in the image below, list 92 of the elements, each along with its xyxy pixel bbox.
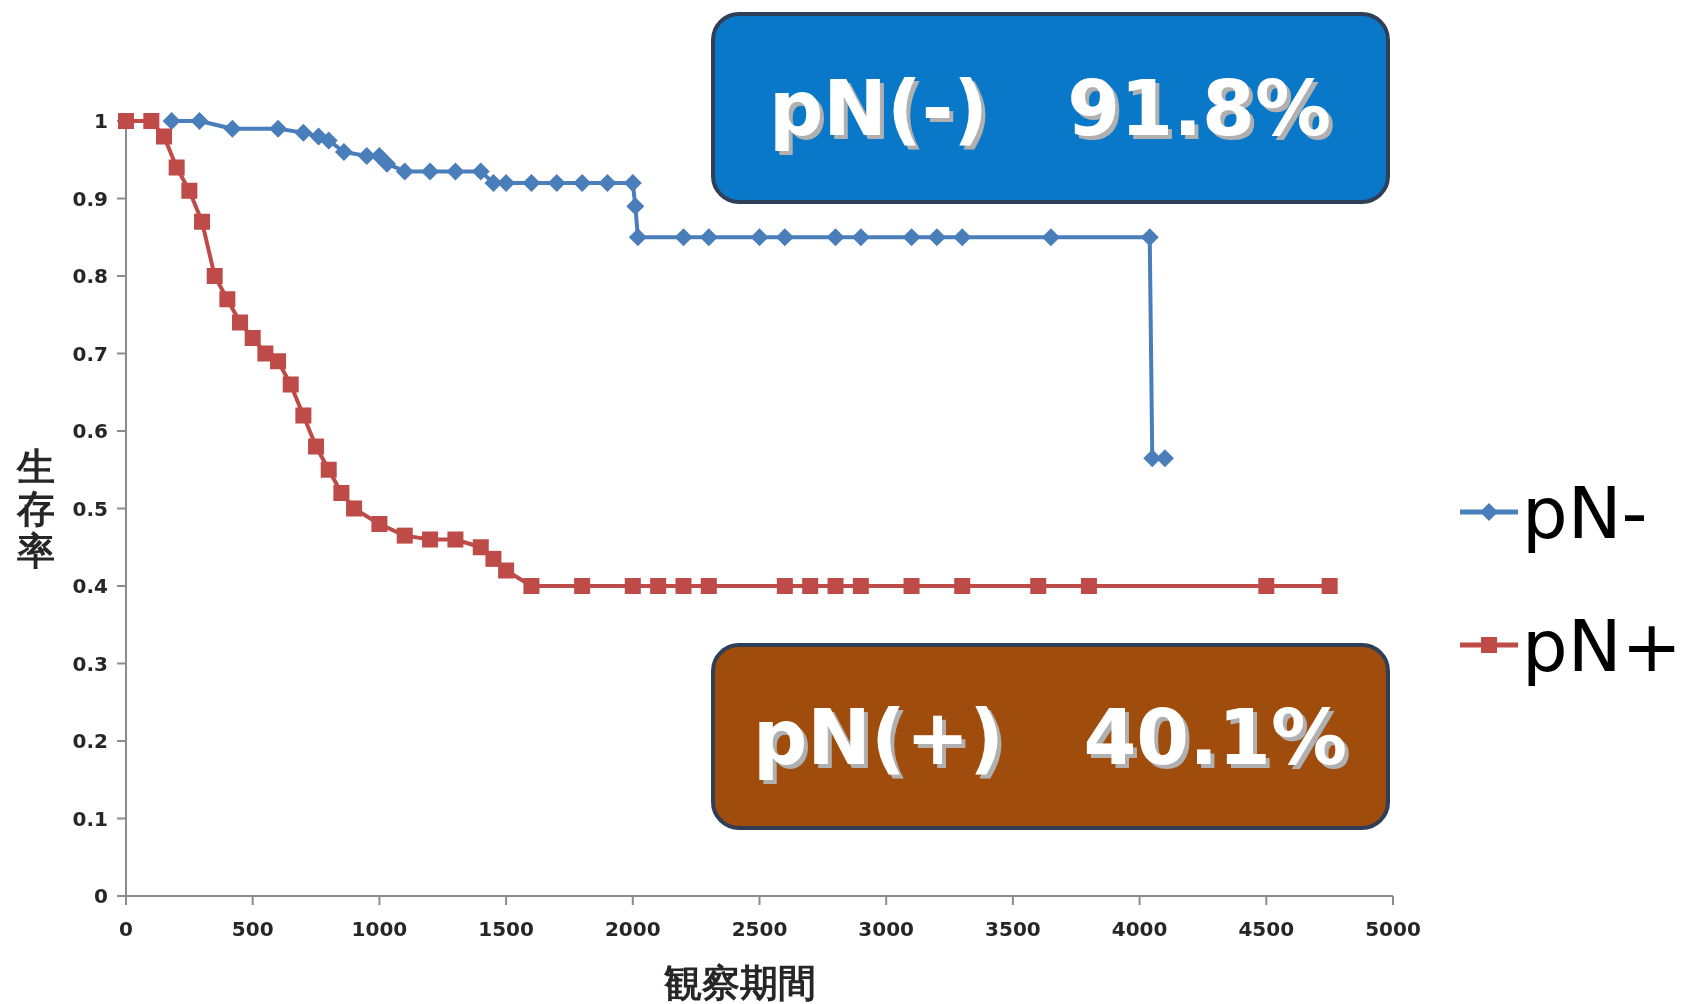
point (485, 550, 502, 567)
legend-label: pN- (1522, 471, 1648, 555)
point (750, 228, 769, 247)
point (334, 143, 353, 161)
point (954, 578, 971, 594)
point (1321, 578, 1338, 594)
point (422, 531, 439, 548)
point (471, 162, 490, 181)
point (498, 562, 515, 579)
point (1140, 228, 1159, 247)
point (333, 485, 350, 501)
y-tick-label: 0.4 (72, 574, 108, 598)
point (162, 112, 181, 130)
point (826, 228, 845, 247)
y-tick-label: 0.2 (72, 729, 108, 753)
point (574, 578, 591, 594)
y-tick-label: 0.1 (72, 806, 108, 831)
point (776, 578, 793, 594)
point (522, 174, 541, 192)
point (320, 461, 337, 478)
y-tick-label: 0.6 (72, 419, 108, 443)
point (699, 228, 718, 247)
point (902, 228, 921, 247)
point (675, 578, 692, 594)
point (421, 162, 440, 181)
point (775, 228, 794, 247)
point (395, 162, 414, 181)
x-tick-label: 500 (231, 917, 274, 941)
point (598, 174, 617, 192)
x-axis-title: 観察期間 (662, 961, 816, 1004)
point (650, 578, 667, 594)
point (1030, 578, 1047, 594)
point (700, 578, 717, 594)
point (371, 516, 388, 532)
point (156, 128, 173, 145)
point (190, 112, 209, 130)
point (628, 228, 647, 247)
point (270, 353, 287, 370)
point (346, 500, 363, 517)
point (802, 578, 819, 594)
y-tick-label: 0.7 (72, 341, 108, 366)
y-tick-label: 0.9 (72, 186, 108, 211)
y-tick-label: 0 (94, 884, 108, 908)
x-tick-label: 0 (119, 917, 133, 941)
y-tick-label: 0.3 (72, 651, 108, 676)
point (206, 268, 223, 284)
point (1258, 578, 1275, 594)
point (903, 578, 920, 594)
x-tick-label: 3000 (858, 917, 915, 941)
y-tick-label: 0.5 (72, 496, 108, 521)
point (194, 213, 211, 230)
x-tick-label: 4000 (1111, 917, 1168, 941)
point (1041, 228, 1060, 247)
point (282, 376, 299, 393)
point (851, 228, 870, 247)
point (244, 330, 261, 346)
point (308, 438, 325, 455)
point (1080, 578, 1097, 594)
point (223, 119, 242, 138)
x-tick-label: 4500 (1238, 917, 1295, 941)
x-tick-label: 5000 (1365, 917, 1421, 941)
point (319, 131, 338, 150)
point (523, 578, 540, 594)
y-axis-title: 生存率 (16, 444, 55, 573)
point (219, 291, 236, 308)
point (269, 119, 288, 138)
point (295, 407, 312, 424)
point (181, 182, 198, 199)
point (472, 539, 489, 556)
point (927, 228, 946, 247)
y-tick-label: 1 (94, 109, 108, 133)
point (378, 154, 396, 173)
x-tick-label: 2500 (731, 917, 788, 941)
legend-label: pN+ (1522, 604, 1681, 688)
point (446, 162, 465, 181)
point (447, 531, 464, 548)
y-tick-label: 0.8 (72, 264, 108, 288)
x-tick-label: 2000 (604, 917, 661, 941)
x-tick-label: 3500 (985, 917, 1041, 941)
point (168, 159, 185, 176)
x-tick-label: 1500 (478, 917, 534, 941)
point (294, 123, 313, 142)
point (827, 578, 844, 594)
point (143, 113, 160, 129)
point (852, 578, 869, 594)
point (396, 527, 413, 544)
point (624, 578, 641, 594)
point (626, 197, 645, 216)
point (232, 314, 249, 331)
point (674, 228, 693, 247)
x-tick-label: 1000 (351, 917, 408, 941)
point (953, 228, 972, 247)
